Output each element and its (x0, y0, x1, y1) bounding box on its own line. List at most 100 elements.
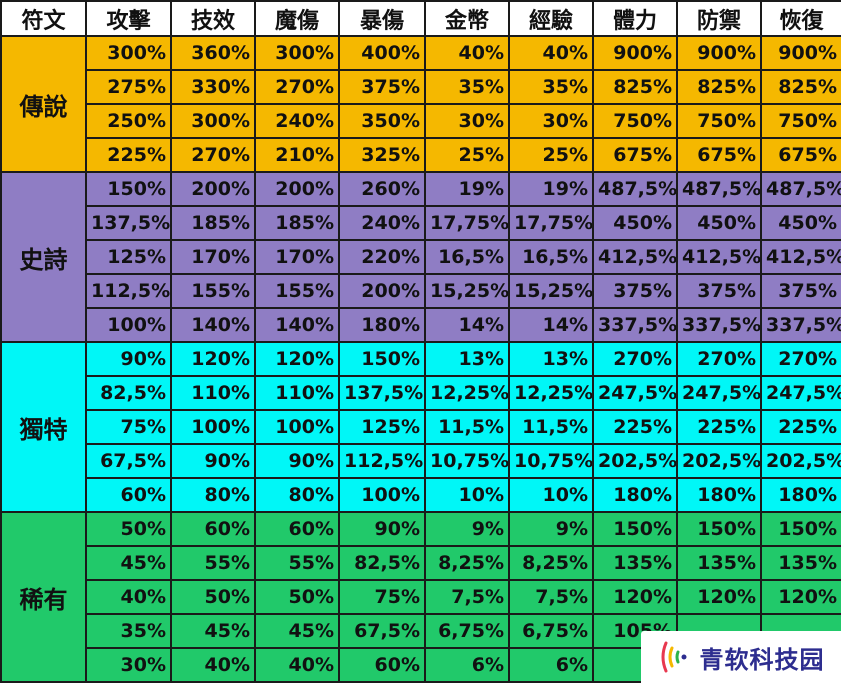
stat-cell: 150% (592, 511, 678, 547)
stat-cell: 80% (254, 477, 340, 513)
stat-cell: 275% (85, 69, 172, 105)
stat-cell: 200% (338, 273, 426, 309)
stat-cell: 325% (338, 137, 426, 173)
stat-cell: 14% (424, 307, 510, 343)
stat-cell: 82,5% (85, 375, 172, 411)
stat-cell: 8,25% (508, 545, 594, 581)
stat-cell: 125% (85, 239, 172, 275)
stat-cell: 17,75% (424, 205, 510, 241)
stat-cell: 120% (254, 341, 340, 377)
stat-cell: 120% (592, 579, 678, 615)
stat-cell: 100% (85, 307, 172, 343)
stat-cell: 120% (676, 579, 762, 615)
stat-cell: 675% (760, 137, 841, 173)
stat-cell: 675% (592, 137, 678, 173)
table-row: 史詩 150% 200% 200% 260% 19% 19% 487,5% 487,5% 487,… (0, 171, 841, 343)
stat-cell: 80% (170, 477, 256, 513)
stat-cell: 247,5% (760, 375, 841, 411)
table-row: 112,5% 155% 155% 200% 15,25% 15,25% 375% 375% 37… (1, 273, 841, 309)
table-row: 稀有 50% 60% 60% 90% 9% 9% 150% 150% 150% (0, 511, 841, 683)
stat-cell: 487,5% (760, 171, 841, 207)
stat-cell: 11,5% (508, 409, 594, 445)
stat-cell: 825% (676, 69, 762, 105)
stat-cell: 6% (508, 647, 594, 683)
stat-cell: 137,5% (85, 205, 172, 241)
stat-cell: 45% (170, 613, 256, 649)
stat-cell: 225% (85, 137, 172, 173)
stat-cell: 247,5% (592, 375, 678, 411)
stat-cell: 180% (760, 477, 841, 513)
stat-cell: 35% (508, 69, 594, 105)
stat-cell: 170% (170, 239, 256, 275)
stat-cell: 60% (170, 511, 256, 547)
stat-cell: 900% (592, 35, 678, 71)
stat-cell: 412,5% (760, 239, 841, 275)
stat-cell: 150% (338, 341, 426, 377)
stat-cell: 15,25% (424, 273, 510, 309)
table-row: 67,5% 90% 90% 112,5% 10,75% 10,75% 202,5% 202,5… (1, 443, 841, 479)
stat-cell: 45% (254, 613, 340, 649)
stat-cell: 67,5% (85, 443, 172, 479)
stat-cell: 750% (676, 103, 762, 139)
stat-cell: 155% (170, 273, 256, 309)
header-stat-2: 技效 (170, 0, 256, 37)
table-row: 125% 170% 170% 220% 16,5% 16,5% 412,5% 412,5% 41… (1, 239, 841, 275)
stat-cell: 75% (85, 409, 172, 445)
header-row: 符文 攻擊 技效 魔傷 暴傷 金幣 經驗 體力 防禦 恢復 (0, 0, 841, 37)
table-row: 60% 80% 80% 100% 10% 10% 180% 180% 180% (1, 477, 841, 513)
stat-cell: 825% (592, 69, 678, 105)
stat-cell: 150% (676, 511, 762, 547)
stat-cell: 12,25% (424, 375, 510, 411)
table-row: 250% 300% 240% 350% 30% 30% 750% 750% 750% (1, 103, 841, 139)
stat-cell: 50% (85, 511, 172, 547)
tier-label-unique: 獨特 (0, 341, 87, 513)
stat-cell: 225% (760, 409, 841, 445)
tier-label-rare: 稀有 (0, 511, 87, 683)
table-row: 137,5% 185% 185% 240% 17,75% 17,75% 450% 450% 45… (1, 205, 841, 241)
stat-cell: 675% (676, 137, 762, 173)
header-stat-7: 體力 (592, 0, 678, 37)
stat-cell: 202,5% (676, 443, 762, 479)
stat-cell: 170% (254, 239, 340, 275)
header-stat-3: 魔傷 (254, 0, 340, 37)
stat-cell: 350% (338, 103, 426, 139)
header-rune-type: 符文 (0, 0, 87, 37)
stat-cell: 30% (508, 103, 594, 139)
stat-cell: 100% (170, 409, 256, 445)
stat-cell: 137,5% (338, 375, 426, 411)
stat-cell: 30% (85, 647, 172, 683)
stat-cell: 12,25% (508, 375, 594, 411)
stat-cell: 135% (592, 545, 678, 581)
stat-cell: 180% (338, 307, 426, 343)
stat-cell: 360% (170, 35, 256, 71)
stat-cell: 270% (592, 341, 678, 377)
stat-cell: 40% (424, 35, 510, 71)
stat-cell: 200% (254, 171, 340, 207)
stat-cell: 750% (760, 103, 841, 139)
stat-cell: 19% (508, 171, 594, 207)
table-row: 100% 140% 140% 180% 14% 14% 337,5% 337,5% 337,5% (1, 307, 841, 343)
stat-cell: 140% (254, 307, 340, 343)
stat-cell: 40% (170, 647, 256, 683)
stat-cell: 75% (338, 579, 426, 615)
table-row: 40% 50% 50% 75% 7,5% 7,5% 120% 120% 120% (1, 579, 841, 615)
stat-cell: 6% (424, 647, 510, 683)
stat-cell: 112,5% (338, 443, 426, 479)
stat-cell: 202,5% (760, 443, 841, 479)
stat-cell: 210% (254, 137, 340, 173)
stat-cell: 150% (760, 511, 841, 547)
table-row: 45% 55% 55% 82,5% 8,25% 8,25% 135% 135% 135% (1, 545, 841, 581)
stat-cell: 40% (254, 647, 340, 683)
stat-cell: 375% (760, 273, 841, 309)
stat-cell: 125% (338, 409, 426, 445)
stat-cell: 185% (170, 205, 256, 241)
header-stat-5: 金幣 (424, 0, 510, 37)
stat-cell: 247,5% (676, 375, 762, 411)
stat-cell: 90% (338, 511, 426, 547)
signal-waves-icon (661, 641, 686, 673)
stat-cell: 337,5% (592, 307, 678, 343)
stat-cell: 330% (170, 69, 256, 105)
stat-cell: 50% (170, 579, 256, 615)
stat-cell: 110% (254, 375, 340, 411)
stat-cell: 375% (592, 273, 678, 309)
